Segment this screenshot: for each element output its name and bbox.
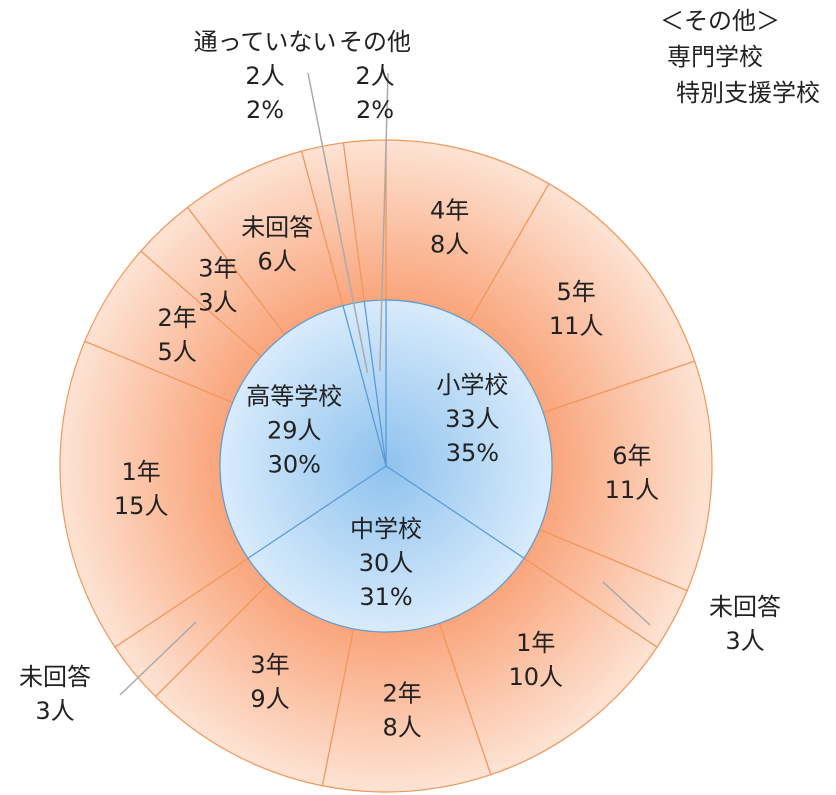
outer-label: 6人 xyxy=(258,247,297,275)
note-line: ＜その他＞ xyxy=(660,7,780,35)
outer-label: 5人 xyxy=(157,338,196,366)
inner-slice xyxy=(219,304,387,560)
outer-label: 8人 xyxy=(382,713,421,741)
outer-label: 3年 xyxy=(250,651,289,679)
outer-label: 5年 xyxy=(557,278,596,306)
outer-label: 4年 xyxy=(430,196,469,224)
inner-label: 2人 xyxy=(355,62,394,90)
inner-label: 30人 xyxy=(359,549,414,577)
leader-line xyxy=(602,581,651,626)
outer-label: 11人 xyxy=(605,476,660,504)
outer-label: 3年 xyxy=(198,254,237,282)
outer-label: 3人 xyxy=(35,697,74,725)
outer-label: 8人 xyxy=(430,230,469,258)
note-line: 特別支援学校 xyxy=(676,79,820,107)
inner-label: 2% xyxy=(356,96,394,124)
outer-label: 未回答 xyxy=(19,663,91,691)
inner-label: 30% xyxy=(268,450,321,478)
outer-label: 1年 xyxy=(516,629,555,657)
outer-label: 未回答 xyxy=(241,213,313,241)
inner-label: 2人 xyxy=(245,62,284,90)
inner-label: 33人 xyxy=(445,405,500,433)
outer-label: 6年 xyxy=(612,442,651,470)
outer-label: 11人 xyxy=(549,312,604,340)
outer-label: 3人 xyxy=(725,627,764,655)
inner-slice xyxy=(247,465,525,633)
inner-label: 29人 xyxy=(267,416,322,444)
outer-label: 10人 xyxy=(508,663,563,691)
inner-label: 通っていない xyxy=(194,28,337,56)
outer-label: 2年 xyxy=(157,304,196,332)
inner-label: その他 xyxy=(339,28,411,56)
note-line: 専門学校 xyxy=(667,43,763,71)
inner-label: 31% xyxy=(359,583,412,611)
outer-label: 3人 xyxy=(198,288,237,316)
inner-label: 中学校 xyxy=(350,515,422,543)
outer-label: 2年 xyxy=(382,679,421,707)
inner-label: 小学校 xyxy=(436,371,508,399)
outer-label: 15人 xyxy=(114,492,169,520)
outer-label: 9人 xyxy=(250,685,289,713)
inner-label: 高等学校 xyxy=(246,382,342,410)
inner-label: 35% xyxy=(446,439,499,467)
leader-line xyxy=(379,72,389,372)
outer-label: 未回答 xyxy=(709,593,781,621)
leader-line xyxy=(307,72,369,373)
leader-line xyxy=(119,621,197,696)
outer-label: 1年 xyxy=(122,458,161,486)
inner-label: 2% xyxy=(246,96,284,124)
